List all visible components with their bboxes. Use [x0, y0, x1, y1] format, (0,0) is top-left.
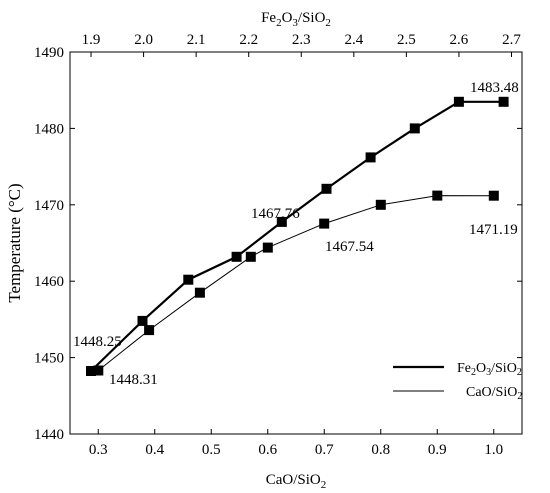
series-line-fe2o3 — [90, 100, 504, 372]
annotation-1448-25: 1448.25 — [73, 334, 122, 350]
x-top-tick-label: 1.9 — [82, 32, 101, 48]
annotation-1483-48: 1483.48 — [470, 80, 519, 96]
series-markers — [86, 96, 509, 376]
data-point-fe2o3 — [453, 96, 464, 107]
y-tick-label: 1440 — [34, 427, 64, 443]
data-point-fe2o3 — [409, 123, 420, 134]
x-top-tick-label: 2.3 — [292, 32, 311, 48]
x-bottom-tick-label: 0.6 — [258, 442, 277, 458]
data-point-cao — [245, 251, 256, 262]
data-point-fe2o3 — [276, 216, 287, 227]
data-point-fe2o3 — [183, 274, 194, 285]
y-tick-label: 1490 — [34, 45, 64, 61]
x-bottom-axis-ticks: 0.3 0.4 0.5 0.6 0.7 0.8 0.9 1.0 — [89, 429, 503, 458]
x-top-tick-label: 2.6 — [450, 32, 469, 48]
x-top-tick-label: 2.4 — [344, 32, 363, 48]
annotation-1471-19: 1471.19 — [469, 222, 518, 238]
y-tick-label: 1460 — [34, 274, 64, 290]
x-bottom-axis-title: CaO/SiO2 — [266, 472, 327, 491]
data-point-cao — [488, 190, 499, 201]
x-bottom-tick-label: 0.3 — [89, 442, 108, 458]
plot-frame — [69, 51, 523, 435]
data-point-cao — [262, 242, 273, 253]
x-top-tick-label: 2.0 — [134, 32, 153, 48]
x-top-axis-ticks: 1.9 2.0 2.1 2.2 2.3 2.4 2.5 2.6 2.7 — [82, 32, 521, 57]
data-point-cao — [375, 199, 386, 210]
annotation-1467-54: 1467.54 — [325, 239, 374, 255]
x-top-tick-label: 2.1 — [187, 32, 206, 48]
x-bottom-tick-label: 0.5 — [202, 442, 221, 458]
data-point-fe2o3 — [498, 96, 509, 107]
data-point-cao — [194, 287, 205, 298]
annotation-1448-31: 1448.31 — [109, 372, 158, 388]
data-point-fe2o3 — [365, 152, 376, 163]
x-top-tick-label: 2.5 — [397, 32, 416, 48]
data-point-cao — [319, 218, 330, 229]
y-axis-title: Temperature (°C) — [5, 183, 24, 302]
data-point-cao — [144, 325, 155, 336]
y-axis-ticks: 1440 1450 1460 1470 1480 1490 — [34, 45, 522, 443]
legend-label-fe2o3: Fe2O3/SiO2 — [457, 361, 522, 378]
y-tick-label: 1450 — [34, 351, 64, 367]
data-point-cao — [93, 365, 104, 376]
x-top-tick-label: 2.7 — [502, 32, 521, 48]
x-top-tick-label: 2.2 — [239, 32, 258, 48]
data-point-fe2o3 — [86, 366, 96, 376]
data-point-fe2o3 — [137, 315, 148, 326]
legend-label-cao: CaO/SiO2 — [466, 385, 522, 402]
x-bottom-tick-label: 1.0 — [484, 442, 503, 458]
annotation-1467-76: 1467.76 — [251, 206, 300, 222]
legend: Fe2O3/SiO2 CaO/SiO2 — [393, 361, 522, 402]
x-bottom-tick-label: 0.7 — [315, 442, 334, 458]
x-bottom-tick-label: 0.8 — [371, 442, 390, 458]
y-tick-label: 1470 — [34, 198, 64, 214]
data-point-fe2o3 — [321, 183, 332, 194]
data-point-fe2o3 — [231, 251, 242, 262]
x-bottom-tick-label: 0.4 — [145, 442, 164, 458]
x-bottom-tick-label: 0.9 — [428, 442, 447, 458]
x-top-axis-title: Fe2O3/SiO2 — [261, 10, 331, 29]
y-tick-label: 1480 — [34, 121, 64, 137]
data-point-cao — [432, 190, 443, 201]
